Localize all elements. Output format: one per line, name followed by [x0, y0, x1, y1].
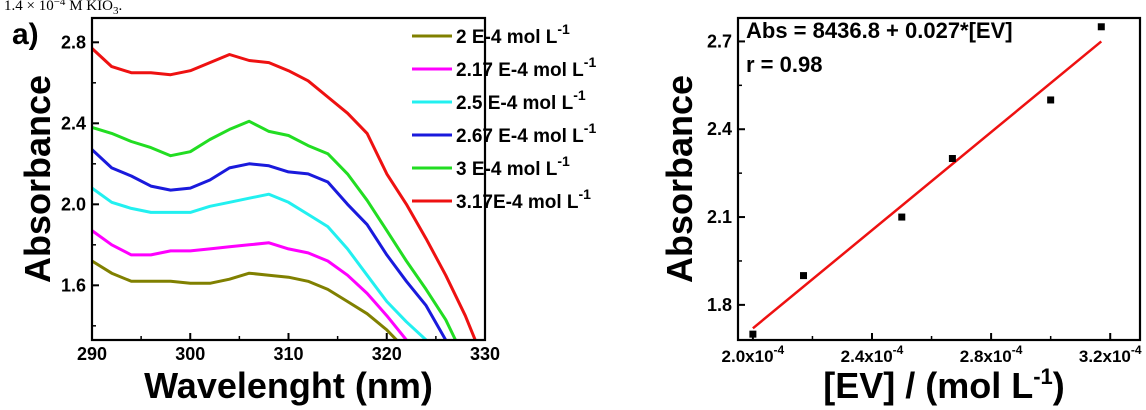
legend-label-2: 2.17 E-4 mol L-1	[456, 54, 596, 81]
plot-frame	[736, 16, 1142, 342]
series-line-1	[92, 259, 398, 340]
series-group	[92, 47, 477, 340]
y-axis-label: Absorbance	[17, 75, 58, 283]
legend-label-1: 2 E-4 mol L-1	[456, 21, 570, 48]
correlation-coefficient: r = 0.98	[746, 52, 822, 77]
series-line-6	[92, 47, 477, 340]
fit-line	[752, 40, 1103, 330]
x-tick-label: 3.2x10-4	[1079, 343, 1142, 366]
x-tick-label: 2.0x10-4	[722, 343, 785, 366]
y-tick-label: 1.8	[707, 295, 732, 315]
data-point	[800, 272, 808, 280]
fit-equation: Abs = 8436.8 + 0.027*[EV]	[746, 18, 1013, 43]
y-tick-label: 2.1	[707, 207, 732, 227]
y-tick-label: 2.0	[61, 194, 86, 214]
data-point	[948, 155, 956, 163]
calibration-chart: 2.0x10-4 2.4x10-4 2.8x10-4 3.2x10-4 1.8 2.1 2.…	[659, 16, 1142, 406]
legend: 2 E-4 mol L-1 2.17 E-4 mol L-1 2.5 E-4 mol…	[412, 21, 596, 213]
y-axis-label: Absorbance	[659, 75, 700, 283]
series-line-5	[92, 119, 457, 340]
legend-label-4: 2.67 E-4 mol L-1	[456, 120, 596, 147]
legend-label-6: 3.17E-4 mol L-1	[456, 186, 591, 213]
legend-label-3: 2.5 E-4 mol L-1	[456, 87, 586, 114]
data-point	[1097, 23, 1105, 31]
legend-label-5: 3 E-4 mol L-1	[456, 153, 570, 180]
uv-vis-spectra-chart: 290 300 310 320 330 1.6 2.0 2.4 2.8 Wavelenght (n…	[17, 16, 500, 406]
y-tick-label: 2.7	[707, 31, 732, 51]
x-tick-label: 290	[77, 344, 107, 364]
series-line-2	[92, 229, 408, 340]
x-tick-label: 2.8x10-4	[960, 343, 1023, 366]
x-tick-label: 330	[470, 344, 500, 364]
header-fragment: 1.4 × 10−4 M KIO3.	[4, 0, 122, 17]
series-line-3	[92, 186, 428, 340]
panel-label: a)	[12, 18, 39, 51]
y-tick-label: 2.8	[61, 32, 86, 52]
series-line-4	[92, 148, 448, 340]
data-point	[898, 213, 906, 221]
y-tick-label: 1.6	[61, 275, 86, 295]
y-tick-label: 2.4	[707, 119, 732, 139]
x-axis-label: Wavelenght (nm)	[144, 365, 433, 406]
x-tick-label: 300	[175, 344, 205, 364]
x-tick-label: 320	[372, 344, 402, 364]
data-point	[1047, 96, 1055, 104]
y-tick-label: 2.4	[61, 113, 86, 133]
x-axis-label: [EV] / (mol L-1)	[823, 364, 1065, 406]
x-tick-label: 310	[273, 344, 303, 364]
x-tick-label: 2.4x10-4	[841, 343, 904, 366]
